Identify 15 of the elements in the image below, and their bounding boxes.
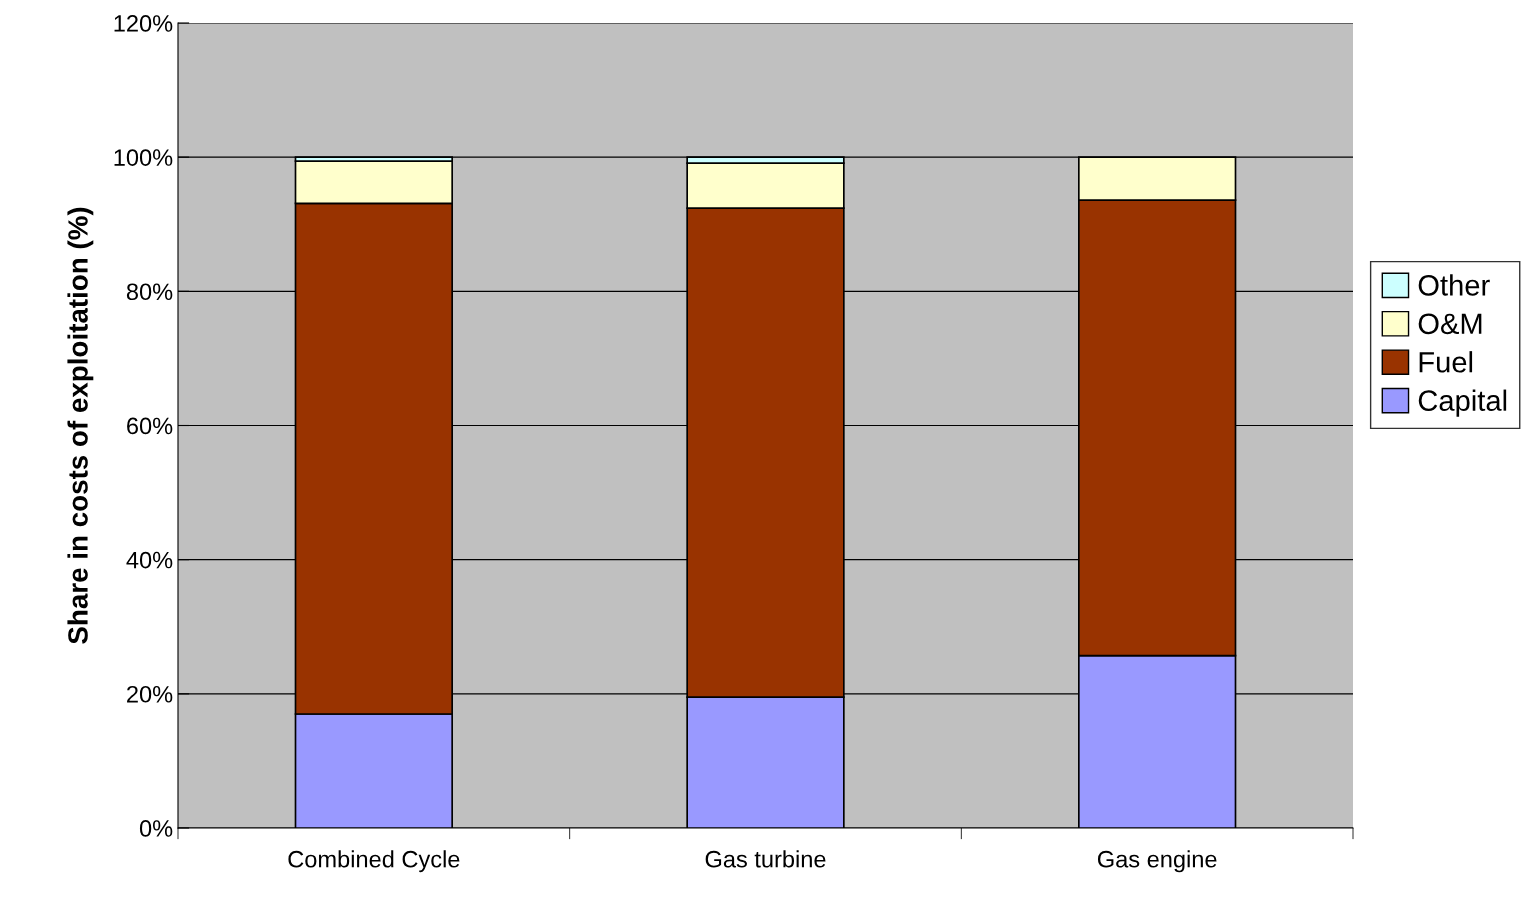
legend-label: Fuel [1419,351,1473,373]
y-tick-label: 100% [114,149,173,166]
y-tick-label: 40% [126,551,173,569]
x-tick-label: Combined Cycle [288,850,460,873]
y-axis-title: Share in costs of exploitation (%) [67,207,94,644]
x-tick-label: Gas engine [1097,850,1217,873]
y-tick-label: 80% [126,283,173,301]
x-tick-label: Gas turbine [705,850,826,868]
y-tick-label: 20% [127,685,173,703]
legend-label: Other [1418,274,1490,296]
legend-label: Capital [1418,389,1507,417]
y-tick-label: 60% [127,417,173,435]
legend-label: O&M [1418,313,1482,335]
y-tick-label: 0% [139,820,173,837]
y-tick-label: 120% [114,15,173,32]
